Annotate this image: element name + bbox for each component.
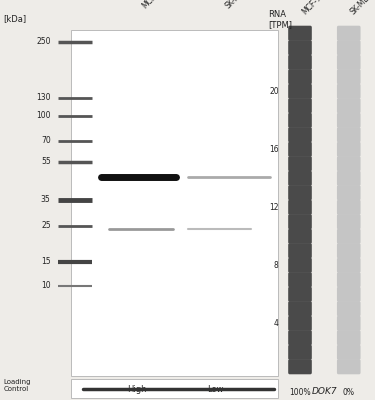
Text: 8: 8 — [274, 261, 279, 270]
FancyBboxPatch shape — [288, 214, 312, 229]
FancyBboxPatch shape — [288, 98, 312, 113]
FancyBboxPatch shape — [337, 301, 361, 316]
FancyBboxPatch shape — [337, 200, 361, 215]
FancyBboxPatch shape — [337, 171, 361, 186]
FancyBboxPatch shape — [288, 84, 312, 99]
Text: 70: 70 — [41, 136, 51, 145]
FancyBboxPatch shape — [337, 69, 361, 84]
FancyBboxPatch shape — [288, 243, 312, 258]
FancyBboxPatch shape — [71, 30, 278, 376]
Text: 35: 35 — [41, 196, 51, 204]
Text: SK-MEL-30: SK-MEL-30 — [223, 0, 258, 10]
FancyBboxPatch shape — [288, 127, 312, 142]
FancyBboxPatch shape — [337, 272, 361, 287]
FancyBboxPatch shape — [337, 55, 361, 70]
Text: Loading
Control: Loading Control — [4, 379, 31, 392]
FancyBboxPatch shape — [288, 272, 312, 287]
FancyBboxPatch shape — [337, 243, 361, 258]
FancyBboxPatch shape — [288, 26, 312, 41]
Text: 16: 16 — [269, 145, 279, 154]
FancyBboxPatch shape — [337, 214, 361, 229]
FancyBboxPatch shape — [288, 40, 312, 55]
FancyBboxPatch shape — [337, 316, 361, 331]
Text: 130: 130 — [36, 94, 51, 102]
FancyBboxPatch shape — [288, 229, 312, 244]
FancyBboxPatch shape — [337, 26, 361, 41]
FancyBboxPatch shape — [337, 229, 361, 244]
FancyBboxPatch shape — [288, 185, 312, 200]
FancyBboxPatch shape — [71, 379, 278, 398]
FancyBboxPatch shape — [337, 287, 361, 302]
Text: 25: 25 — [41, 222, 51, 230]
FancyBboxPatch shape — [288, 316, 312, 331]
FancyBboxPatch shape — [288, 301, 312, 316]
FancyBboxPatch shape — [337, 98, 361, 113]
Text: 20: 20 — [269, 87, 279, 96]
FancyBboxPatch shape — [288, 156, 312, 171]
FancyBboxPatch shape — [288, 55, 312, 70]
Text: SK-MEL-30: SK-MEL-30 — [349, 0, 375, 16]
FancyBboxPatch shape — [288, 200, 312, 215]
Text: High: High — [127, 385, 147, 394]
FancyBboxPatch shape — [337, 345, 361, 360]
FancyBboxPatch shape — [288, 359, 312, 374]
FancyBboxPatch shape — [337, 330, 361, 345]
Text: 15: 15 — [41, 258, 51, 266]
Text: 100%: 100% — [289, 388, 311, 397]
Text: Low: Low — [207, 385, 224, 394]
Text: 12: 12 — [269, 203, 279, 212]
FancyBboxPatch shape — [288, 69, 312, 84]
Text: MCF-7: MCF-7 — [300, 0, 323, 16]
FancyBboxPatch shape — [288, 142, 312, 157]
Text: MCF-7: MCF-7 — [141, 0, 164, 10]
Text: 10: 10 — [41, 282, 51, 290]
FancyBboxPatch shape — [337, 258, 361, 273]
Text: DOK7: DOK7 — [312, 387, 337, 396]
FancyBboxPatch shape — [288, 113, 312, 128]
FancyBboxPatch shape — [337, 142, 361, 157]
FancyBboxPatch shape — [337, 113, 361, 128]
Text: 55: 55 — [41, 158, 51, 166]
FancyBboxPatch shape — [288, 330, 312, 345]
FancyBboxPatch shape — [288, 258, 312, 273]
FancyBboxPatch shape — [337, 185, 361, 200]
Text: RNA
[TPM]: RNA [TPM] — [268, 10, 292, 29]
FancyBboxPatch shape — [337, 359, 361, 374]
Text: 0%: 0% — [343, 388, 355, 397]
FancyBboxPatch shape — [337, 127, 361, 142]
Text: 100: 100 — [36, 112, 51, 120]
Text: 250: 250 — [36, 38, 51, 46]
Text: 4: 4 — [274, 319, 279, 328]
FancyBboxPatch shape — [337, 40, 361, 55]
FancyBboxPatch shape — [337, 84, 361, 99]
Text: [kDa]: [kDa] — [4, 14, 27, 23]
FancyBboxPatch shape — [288, 171, 312, 186]
FancyBboxPatch shape — [337, 156, 361, 171]
FancyBboxPatch shape — [288, 345, 312, 360]
FancyBboxPatch shape — [288, 287, 312, 302]
